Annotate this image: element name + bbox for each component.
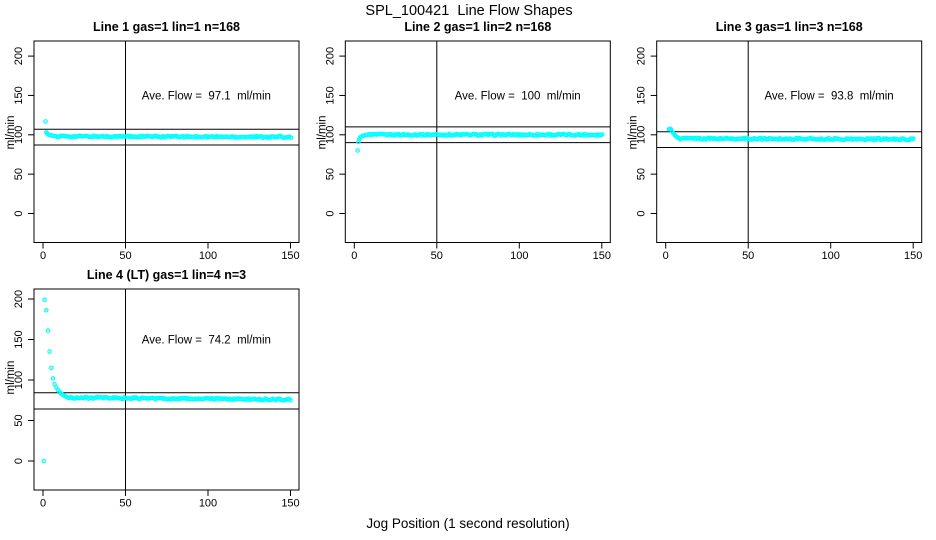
y-tick-label: 0 xyxy=(13,458,25,464)
data-point xyxy=(48,365,54,371)
data-point xyxy=(288,397,293,403)
y-tick-label: 150 xyxy=(636,86,648,104)
y-tick-label: 200 xyxy=(13,47,25,65)
y-tick-label: 50 xyxy=(13,414,25,426)
data-point xyxy=(288,135,294,141)
y-tick-label: 200 xyxy=(324,47,336,65)
x-tick-label: 50 xyxy=(742,250,754,262)
data-points xyxy=(43,119,294,141)
x-tick-label: 0 xyxy=(351,250,357,262)
x-tick-label: 100 xyxy=(199,498,217,510)
x-tick-label: 100 xyxy=(199,250,217,262)
data-point xyxy=(599,132,605,137)
data-point xyxy=(50,376,56,381)
panel-3: Line 3 gas=1 lin=3 n=168 0 50 100 150 200 0 50 1… xyxy=(628,20,923,262)
y-tick-label: 50 xyxy=(13,168,25,180)
y-axis-title: ml/min xyxy=(316,116,328,150)
x-tick-label: 0 xyxy=(40,498,46,510)
data-point xyxy=(355,148,360,153)
x-tick-label: 50 xyxy=(119,498,131,510)
plot-box xyxy=(33,288,300,491)
x-tick-label: 0 xyxy=(40,250,46,262)
x-tick-label: 150 xyxy=(281,498,299,510)
data-point xyxy=(43,307,49,313)
figure-title: SPL_100421 Line Flow Shapes xyxy=(365,3,572,19)
x-tick-label: 150 xyxy=(904,250,922,262)
x-tick-label: 50 xyxy=(431,250,443,262)
y-tick-label: 50 xyxy=(636,168,648,180)
plot-box xyxy=(33,40,300,243)
panels-container: Line 1 gas=1 lin=1 n=168 0 50 100 150 200 0 50 1… xyxy=(5,20,922,510)
y-tick-label: 0 xyxy=(13,210,25,216)
avg-flow-annotation: Ave. Flow = 74.2 ml/min xyxy=(142,335,271,347)
y-tick-label: 100 xyxy=(13,126,25,144)
data-point xyxy=(43,119,48,124)
data-points xyxy=(355,131,605,153)
avg-flow-annotation: Ave. Flow = 100 ml/min xyxy=(455,90,581,102)
x-tick-label: 100 xyxy=(822,250,840,262)
panel-4: Line 4 (LT) gas=1 lin=4 n=3 0 50 100 150 200 0… xyxy=(5,268,300,510)
avg-flow-annotation: Ave. Flow = 97.1 ml/min xyxy=(142,90,271,102)
panel-title: Line 4 (LT) gas=1 lin=4 n=3 xyxy=(87,268,246,282)
panel-1: Line 1 gas=1 lin=1 n=168 0 50 100 150 200 0 50 1… xyxy=(5,20,300,262)
y-tick-label: 50 xyxy=(324,168,336,180)
avg-flow-annotation: Ave. Flow = 93.8 ml/min xyxy=(764,90,893,102)
panel-2: Line 2 gas=1 lin=2 n=168 0 50 100 150 200 0 50 1… xyxy=(316,20,611,262)
plot-box xyxy=(656,40,923,243)
y-tick-label: 0 xyxy=(636,210,648,216)
y-tick-label: 150 xyxy=(324,86,336,104)
panel-title: Line 2 gas=1 lin=2 n=168 xyxy=(404,20,551,34)
x-tick-label: 100 xyxy=(510,250,528,262)
y-tick-label: 150 xyxy=(13,330,25,348)
y-tick-label: 150 xyxy=(13,86,25,104)
data-point xyxy=(41,458,47,464)
x-tick-label: 50 xyxy=(119,250,131,262)
y-tick-label: 200 xyxy=(13,290,25,308)
data-points xyxy=(41,297,293,464)
data-point xyxy=(42,297,47,303)
x-axis-title: Jog Position (1 second resolution) xyxy=(366,516,569,531)
y-tick-label: 100 xyxy=(13,371,25,389)
data-points xyxy=(666,126,916,143)
y-axis-title: ml/min xyxy=(628,116,640,150)
y-axis-title: ml/min xyxy=(5,361,17,395)
y-tick-label: 0 xyxy=(324,210,336,216)
panel-title: Line 3 gas=1 lin=3 n=168 xyxy=(716,20,863,34)
data-point xyxy=(911,136,916,141)
y-tick-label: 100 xyxy=(324,126,336,144)
y-tick-label: 200 xyxy=(636,47,648,65)
data-point xyxy=(45,328,51,333)
data-point xyxy=(47,349,52,354)
y-tick-label: 100 xyxy=(636,126,648,144)
x-tick-label: 150 xyxy=(593,250,611,262)
y-axis-title: ml/min xyxy=(5,116,17,150)
x-tick-label: 0 xyxy=(663,250,669,262)
plot-box xyxy=(344,40,611,243)
x-tick-label: 150 xyxy=(281,250,299,262)
panel-title: Line 1 gas=1 lin=1 n=168 xyxy=(93,20,240,34)
